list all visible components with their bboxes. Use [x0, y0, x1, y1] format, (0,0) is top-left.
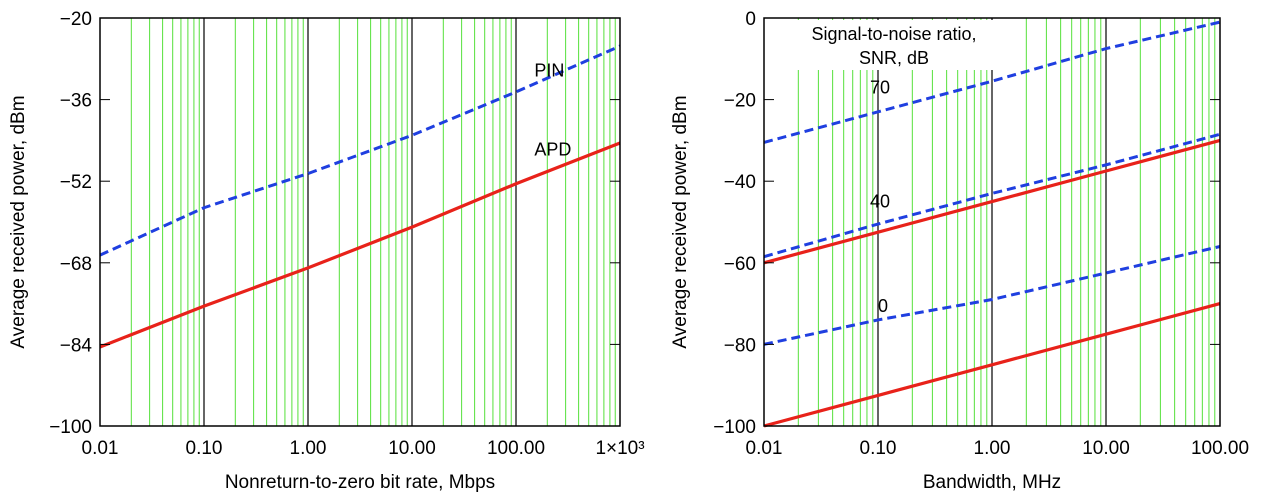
y-tick-label: 0: [745, 9, 756, 30]
x-tick-label: 0.10: [860, 438, 897, 459]
x-tick-label: 10.00: [1082, 438, 1130, 459]
series-annotation: 70: [870, 77, 890, 97]
right-chart-y-ticks: 0 −20 −40 −60 −80 −100: [713, 9, 1220, 438]
right-chart-y-axis-label: Average received power, dBm: [670, 95, 691, 348]
y-tick-label: −60: [724, 254, 756, 275]
right-chart-annotations: 70 40 0: [870, 77, 890, 315]
x-tick-label: 1.00: [290, 438, 327, 459]
series-annotation: PIN: [534, 61, 564, 81]
y-tick-label: −100: [49, 417, 92, 438]
y-tick-label: −84: [60, 335, 93, 356]
right-chart-x-ticks: 0.01 0.10 1.00 10.00 100.00: [746, 438, 1250, 459]
right-chart-frame: [763, 17, 1221, 427]
legend-title-line-2: SNR, dB: [859, 48, 929, 68]
left-chart: −20 −36 −52 −68 −84 −100 0.01 0.10 1.00 10.00 100…: [8, 9, 645, 493]
x-tick-label: 1×10³: [595, 438, 644, 459]
right-chart-series: [763, 20, 1221, 428]
right-chart: 0 −20 −40 −60 −80 −100 0.01 0.10 1.00 10.00 100.0…: [670, 9, 1249, 493]
left-chart-x-ticks: 0.01 0.10 1.00 10.00 100.00 1×10³: [82, 438, 645, 459]
series-line: [763, 302, 1221, 428]
right-chart-grid: [797, 18, 1216, 426]
series-line: [99, 141, 621, 349]
x-tick-label: 0.10: [186, 438, 223, 459]
series-line: [763, 245, 1221, 346]
series-line: [763, 138, 1221, 265]
x-tick-label: 100.00: [1191, 438, 1249, 459]
x-tick-label: 0.01: [82, 438, 119, 459]
left-chart-x-axis-label: Nonreturn-to-zero bit rate, Mbps: [225, 472, 495, 493]
right-chart-x-axis-label: Bandwidth, MHz: [923, 472, 1061, 493]
series-annotation: APD: [534, 140, 571, 160]
series-annotation: 40: [870, 192, 890, 212]
left-chart-y-axis-label: Average received power, dBm: [8, 95, 29, 348]
left-chart-grid: [130, 18, 616, 426]
y-tick-label: −52: [60, 172, 92, 193]
y-tick-label: −40: [724, 172, 756, 193]
y-tick-label: −80: [724, 335, 756, 356]
left-chart-series: [99, 44, 621, 349]
left-chart-y-ticks: −20 −36 −52 −68 −84 −100: [49, 9, 620, 438]
x-tick-label: 10.00: [388, 438, 436, 459]
legend-title-background: [778, 20, 1008, 70]
y-tick-label: −20: [60, 9, 92, 30]
y-tick-label: −100: [713, 417, 756, 438]
x-tick-label: 1.00: [974, 438, 1011, 459]
legend-title-line-1: Signal-to-noise ratio,: [811, 24, 976, 44]
left-chart-frame: [99, 17, 621, 427]
y-tick-label: −68: [60, 254, 92, 275]
series-line: [763, 20, 1221, 144]
series-line: [763, 132, 1221, 259]
y-tick-label: −20: [724, 91, 756, 112]
left-chart-annotations: PIN APD: [534, 61, 571, 160]
y-tick-label: −36: [60, 91, 92, 112]
x-tick-label: 100.00: [487, 438, 545, 459]
x-tick-label: 0.01: [746, 438, 783, 459]
series-annotation: 0: [878, 296, 888, 316]
series-line: [99, 44, 621, 257]
